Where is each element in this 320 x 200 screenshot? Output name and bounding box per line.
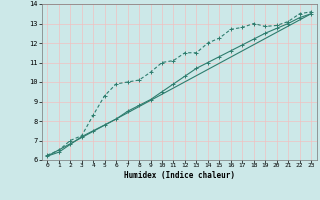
X-axis label: Humidex (Indice chaleur): Humidex (Indice chaleur) (124, 171, 235, 180)
